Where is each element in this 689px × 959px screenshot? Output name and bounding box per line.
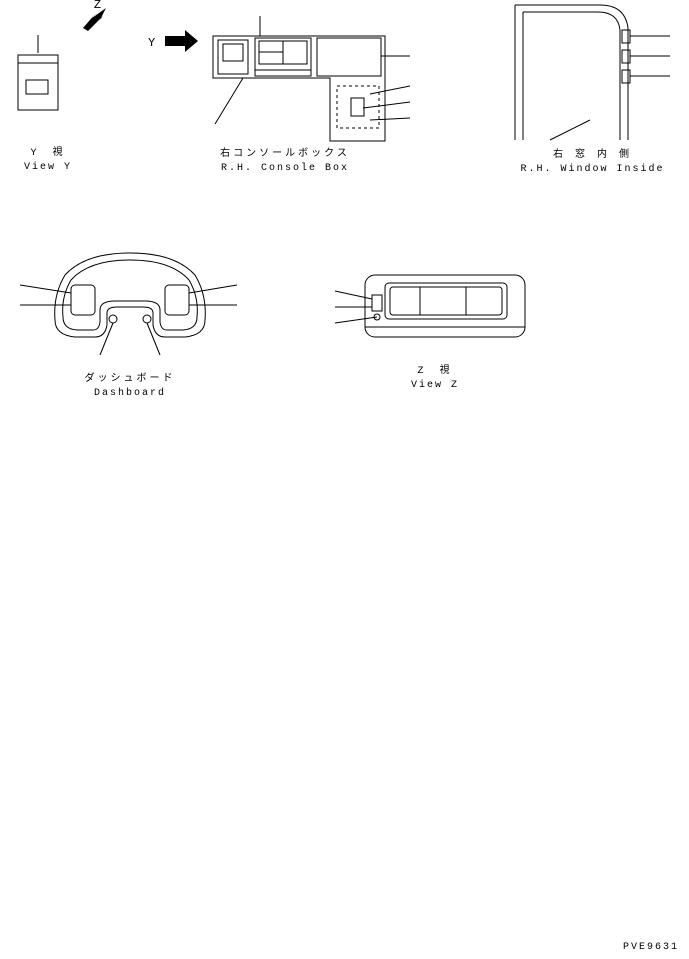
window-inside-diagram: [500, 0, 685, 145]
dashboard-label-jp: ダッシュボード: [15, 373, 245, 387]
window-inside-label-en: R.H. Window Inside: [500, 163, 685, 177]
view-z-label-jp: Z 視: [330, 365, 540, 379]
panel-window-inside: 右 窓 内 側 R.H. Window Inside: [500, 0, 685, 177]
console-box-diagram: [155, 16, 415, 146]
view-y-diagram: [8, 35, 68, 125]
dashboard-diagram: [15, 245, 245, 365]
panel-console-box: 右コンソールボックス R.H. Console Box: [155, 16, 415, 176]
console-box-label-jp: 右コンソールボックス: [155, 148, 415, 162]
window-inside-label-jp: 右 窓 内 側: [500, 149, 685, 163]
z-letter: Z: [94, 0, 102, 12]
view-y-label-jp: Y 視: [8, 147, 88, 161]
panel-view-y: Y 視 View Y: [8, 35, 88, 175]
dashboard-label-en: Dashboard: [15, 387, 245, 401]
console-box-label-en: R.H. Console Box: [155, 162, 415, 176]
view-z-label-en: View Z: [330, 379, 540, 393]
panel-dashboard: ダッシュボード Dashboard: [15, 245, 245, 401]
view-y-label-en: View Y: [8, 161, 88, 175]
view-z-diagram: [330, 265, 540, 355]
z-marker: Z: [78, 0, 118, 38]
footer-code: PVE9631: [623, 942, 679, 953]
panel-view-z: Z 視 View Z: [330, 265, 540, 393]
